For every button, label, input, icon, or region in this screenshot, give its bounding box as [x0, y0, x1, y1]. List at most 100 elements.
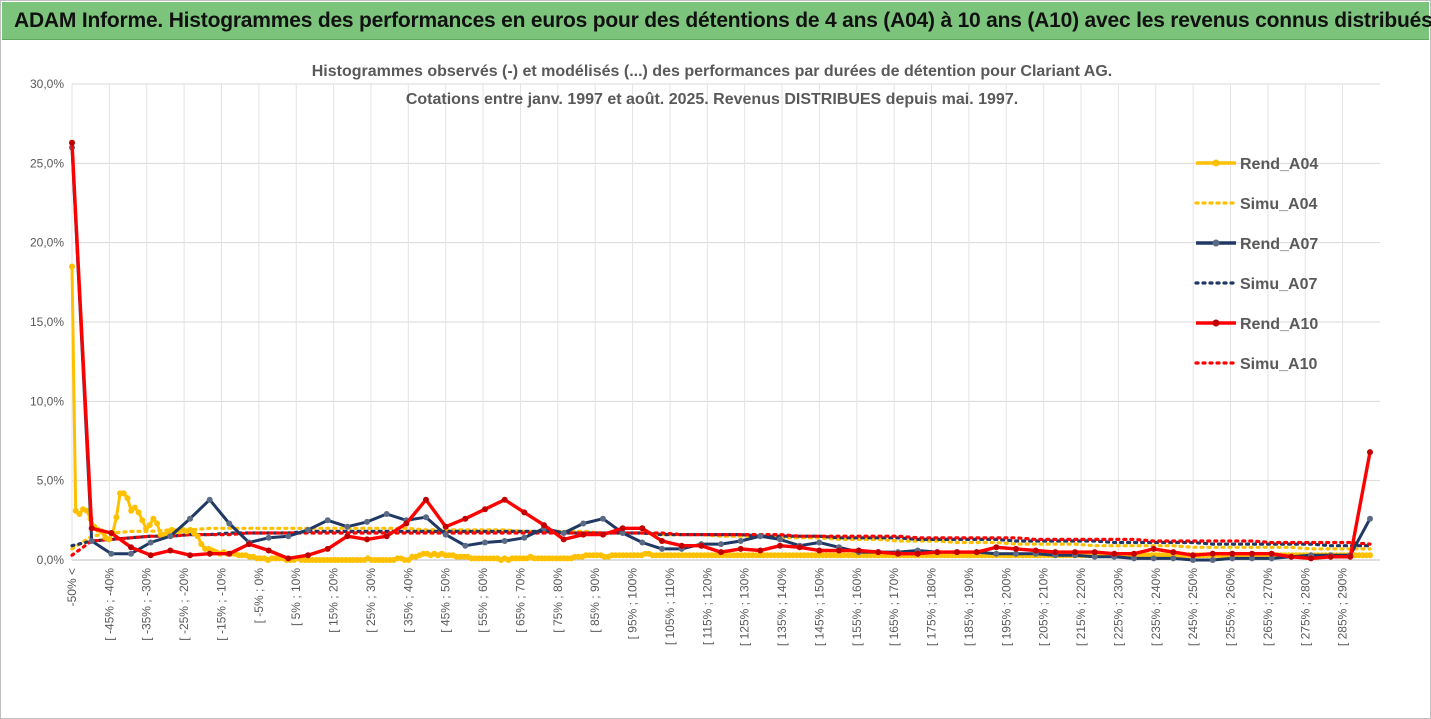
x-tick-label: [ 25% ; 30% [364, 568, 378, 633]
data-point [718, 541, 724, 548]
data-point [816, 547, 823, 554]
data-point [1308, 555, 1314, 562]
data-point [482, 506, 488, 513]
data-point [423, 496, 429, 503]
data-point [895, 550, 901, 557]
x-tick-label: [ 35% ; 40% [401, 568, 415, 633]
data-point [226, 520, 233, 527]
data-point [639, 525, 646, 532]
x-tick-label: [ 155% ; 160% [850, 568, 864, 646]
data-point [501, 538, 508, 544]
legend-marker [1212, 159, 1220, 167]
data-point [973, 549, 980, 556]
data-point [560, 530, 567, 536]
legend-label: Simu_A10 [1240, 356, 1317, 373]
data-point [120, 490, 127, 497]
data-point [150, 515, 157, 522]
chart-title-line-2: Cotations entre janv. 1997 et août. 2025… [406, 91, 1018, 108]
data-point [128, 544, 134, 551]
data-point [560, 536, 567, 543]
data-point [194, 533, 201, 540]
data-point [246, 541, 252, 548]
data-point [619, 525, 626, 532]
data-point [113, 514, 120, 521]
y-tick-label: 15,0% [30, 315, 64, 329]
data-point [106, 536, 112, 543]
data-point [108, 550, 115, 557]
data-point [265, 534, 272, 541]
legend-item-rend_a07: Rend_A07 [1196, 236, 1318, 253]
x-tick-label: [ 55% ; 60% [476, 568, 490, 633]
x-tick-label: [ 285% ; 290% [1336, 568, 1350, 646]
x-tick-label: [ 225% ; 230% [1111, 568, 1125, 646]
y-tick-label: 20,0% [30, 236, 64, 250]
data-point [993, 544, 1000, 551]
series-line [70, 531, 1372, 557]
data-point [580, 520, 587, 527]
x-tick-label: [ 95% ; 100% [626, 568, 640, 640]
data-point [147, 552, 154, 559]
data-point [124, 495, 131, 502]
data-point [1268, 550, 1275, 557]
data-point [1150, 545, 1157, 552]
data-point [600, 531, 606, 538]
data-point [1249, 550, 1255, 557]
data-point [167, 533, 174, 540]
series-line [70, 526, 1372, 551]
x-tick-label: [ 165% ; 170% [887, 568, 901, 646]
data-point [442, 523, 449, 530]
x-tick-label: -50% < [65, 568, 79, 606]
data-point [88, 525, 95, 532]
data-point [462, 515, 469, 522]
data-point [954, 549, 960, 556]
x-tick-label: [ 5% ; 10% [289, 568, 303, 626]
x-tick-label: [ 255% ; 260% [1224, 568, 1238, 646]
chart-title-line-1: Histogrammes observés (-) et modélisés (… [312, 63, 1113, 80]
x-tick-label: [ 265% ; 270% [1261, 568, 1275, 646]
y-tick-label: 10,0% [30, 394, 64, 408]
y-tick-label: 30,0% [30, 77, 64, 91]
data-point [265, 547, 272, 554]
series-rend_a04 [69, 263, 1373, 563]
data-point [364, 536, 370, 543]
data-point [305, 526, 311, 533]
data-point [934, 549, 941, 556]
legend-item-simu_a10: Simu_A10 [1194, 356, 1317, 373]
data-point [305, 552, 311, 559]
series-line [70, 147, 1372, 562]
series-line [70, 142, 1372, 561]
data-point [1150, 555, 1157, 562]
data-point [757, 533, 764, 540]
x-tick-label: [ 65% ; 70% [513, 568, 527, 633]
data-point [423, 514, 429, 521]
data-point [1131, 555, 1137, 562]
data-point [147, 539, 154, 546]
data-point [139, 517, 146, 524]
data-point [442, 531, 449, 538]
data-point [1288, 553, 1295, 560]
data-point [1347, 553, 1354, 560]
data-point [226, 550, 233, 557]
x-tick-label: [ 215% ; 220% [1074, 568, 1088, 646]
x-tick-label: [ 205% ; 210% [1037, 568, 1051, 646]
legend-label: Simu_A04 [1240, 196, 1317, 213]
data-point [1367, 515, 1373, 522]
data-point [1209, 557, 1216, 563]
x-tick-label: [ 195% ; 200% [999, 568, 1013, 646]
x-axis: -50% < [ -45% ; -40% [ -35% ; -30% [ -25% ;… [65, 568, 1350, 646]
data-point [1209, 550, 1216, 557]
data-point [383, 511, 390, 517]
data-point [1268, 555, 1275, 562]
data-point [1229, 555, 1236, 562]
data-point [659, 545, 665, 552]
data-point [836, 547, 842, 554]
x-tick-label: [ -15% ; -10% [214, 568, 228, 641]
x-tick-label: [ 115% ; 120% [700, 568, 714, 645]
data-point [757, 547, 764, 554]
legend-marker [1212, 319, 1220, 327]
data-point [344, 523, 351, 530]
data-point [383, 533, 390, 540]
data-point [187, 552, 193, 559]
